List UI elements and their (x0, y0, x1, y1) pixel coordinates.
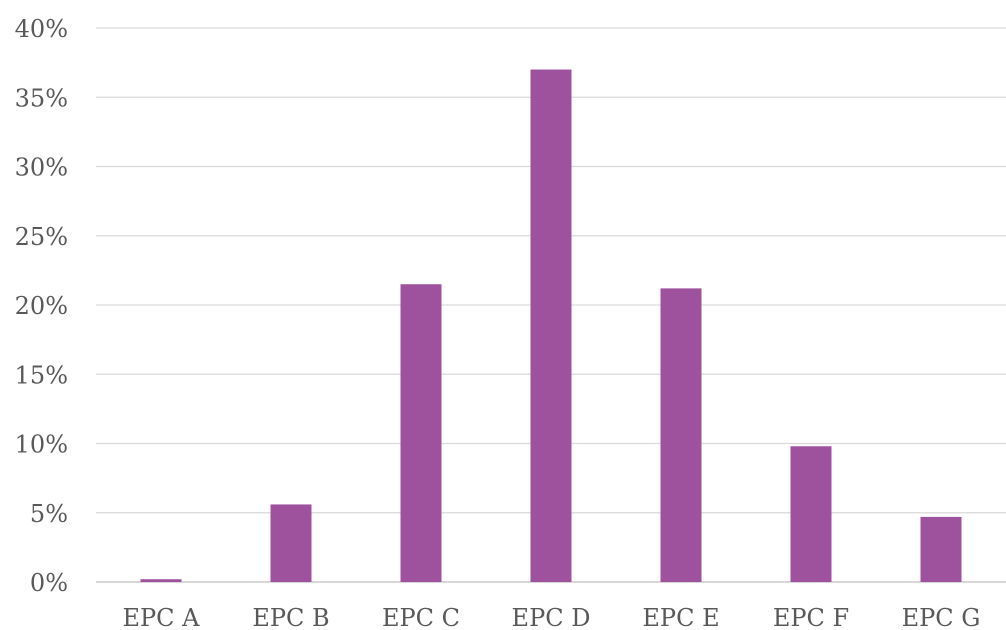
y-tick-label: 30% (15, 154, 68, 182)
x-tick-label: EPC G (902, 604, 981, 630)
y-tick-label: 35% (15, 84, 68, 112)
y-tick-label: 5% (30, 500, 68, 528)
x-tick-label: EPC D (512, 604, 591, 630)
bars (140, 69, 962, 583)
x-tick-label: EPC A (123, 604, 201, 630)
y-tick-label: 10% (15, 431, 68, 459)
bar (660, 288, 702, 582)
bar (270, 504, 312, 582)
y-tick-label: 15% (15, 361, 68, 389)
y-tick-label: 40% (15, 15, 68, 43)
x-tick-label: EPC C (382, 604, 460, 630)
bar (790, 446, 832, 582)
x-tick-label: EPC E (642, 604, 719, 630)
bar (400, 284, 442, 582)
bar (140, 579, 182, 582)
y-tick-label: 20% (15, 292, 68, 320)
y-axis-tick-labels: 0% 5% 10% 15% 20% 25% 30% 35% 40% (15, 15, 68, 597)
bar (530, 69, 572, 583)
y-tick-label: 25% (15, 223, 68, 251)
x-tick-label: EPC F (773, 604, 849, 630)
x-tick-label: EPC B (252, 604, 329, 630)
bar (920, 516, 962, 582)
x-axis-tick-labels: EPC A EPC B EPC C EPC D EPC E EPC F EPC G (123, 604, 981, 630)
y-tick-label: 0% (30, 569, 68, 597)
